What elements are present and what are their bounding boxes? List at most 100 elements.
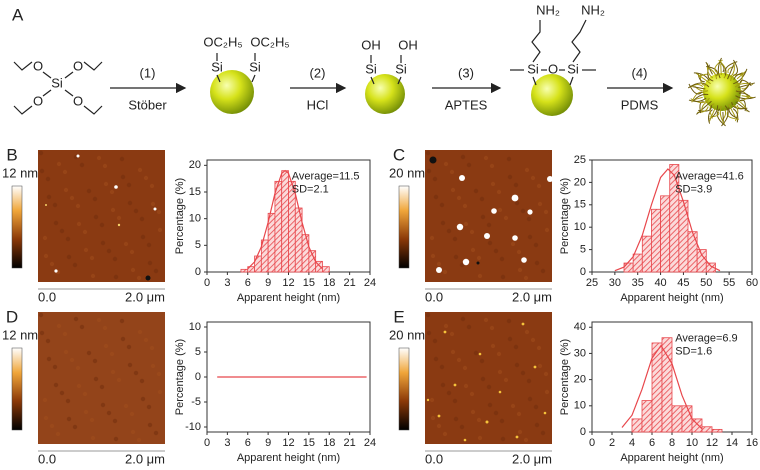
atom-label: Si: [51, 75, 63, 90]
afm-texture: [83, 247, 89, 253]
afm-texture: [90, 435, 96, 441]
afm-texture: [39, 168, 45, 174]
scale-start: 0.0: [38, 289, 56, 304]
x-tick-label: 60: [746, 277, 758, 289]
afm-texture: [72, 424, 78, 430]
particle: [76, 154, 80, 158]
afm-texture: [526, 378, 532, 384]
afm-texture: [497, 207, 503, 213]
afm-texture: [517, 267, 523, 273]
afm-texture: [516, 249, 522, 255]
afm-texture: [436, 261, 442, 267]
afm-texture: [452, 236, 458, 242]
y-tick-label: 10: [574, 400, 586, 412]
particle: [498, 390, 502, 394]
afm-texture: [38, 150, 44, 156]
x-axis-label: Apparent height (nm): [620, 452, 723, 464]
afm-texture: [439, 364, 445, 370]
polymer-chain: [695, 72, 711, 85]
afm-texture: [156, 371, 162, 377]
afm-texture: [425, 150, 431, 156]
x-tick-label: 6: [245, 277, 251, 289]
polymer-chain: [731, 102, 748, 110]
x-tick-label: 3: [224, 277, 230, 289]
afm-texture: [440, 382, 446, 388]
afm-texture: [139, 216, 145, 222]
afm-texture: [82, 391, 88, 397]
x-tick-label: 0: [204, 277, 210, 289]
y-tick-label: 20: [574, 176, 586, 188]
afm-texture: [490, 343, 496, 349]
afm-texture: [466, 162, 472, 168]
x-tick-label: 12: [706, 437, 718, 449]
afm-texture: [430, 253, 436, 259]
afm-texture: [136, 437, 142, 443]
annotation: Average=41.6: [675, 171, 744, 183]
silica-sphere: [365, 74, 405, 114]
afm-texture: [483, 155, 489, 161]
afm-texture: [120, 336, 126, 342]
reagent: Stöber: [128, 97, 167, 112]
x-tick-label: 2: [609, 437, 615, 449]
afm-texture: [146, 404, 152, 410]
particle: [484, 233, 490, 239]
afm-texture: [89, 417, 95, 423]
histogram-bar: [711, 428, 723, 433]
afm-texture: [499, 418, 505, 424]
afm-texture: [430, 415, 436, 421]
afm-texture: [442, 431, 448, 437]
y-tick-label: 5: [195, 239, 201, 251]
afm-texture: [453, 254, 459, 260]
afm-texture: [149, 183, 155, 189]
afm-texture: [69, 195, 75, 201]
afm-texture: [42, 397, 48, 403]
afm-texture: [486, 384, 492, 390]
y-tick-label: 20: [574, 374, 586, 386]
bond: [569, 76, 574, 86]
scale-start: 0.0: [38, 451, 56, 466]
afm-texture: [137, 329, 143, 335]
annotation: Average=6.9: [675, 332, 738, 344]
afm-texture: [460, 316, 466, 322]
particle: [491, 208, 497, 214]
group-label: OH: [398, 37, 418, 52]
atom-label: O: [33, 93, 43, 108]
particle: [485, 420, 489, 424]
afm-texture: [534, 422, 540, 428]
afm-texture: [69, 357, 75, 363]
afm-texture: [463, 221, 469, 227]
afm-texture: [110, 207, 116, 213]
reagent: APTES: [445, 97, 488, 112]
afm-texture: [523, 437, 529, 443]
panel-label: E: [393, 307, 404, 326]
afm-texture: [120, 174, 126, 180]
afm-image: [38, 312, 165, 444]
afm-texture: [499, 256, 505, 262]
y-tick-label: 15: [189, 186, 201, 198]
bond: [64, 89, 74, 97]
scale-end: 2.0 μm: [125, 451, 165, 466]
afm-texture: [426, 168, 432, 174]
bond: [571, 19, 587, 63]
x-axis-label: Apparent height (nm): [620, 292, 723, 304]
particle: [429, 156, 437, 164]
afm-texture: [446, 228, 452, 234]
panel-label: B: [6, 145, 17, 164]
afm-texture: [109, 351, 115, 357]
silica-sphere: [531, 74, 573, 116]
x-tick-label: 9: [265, 277, 271, 289]
afm-texture: [425, 312, 431, 318]
afm-texture: [426, 330, 432, 336]
particle: [521, 322, 525, 326]
polymer-chain: [737, 94, 751, 102]
afm-texture: [450, 349, 456, 355]
afm-texture: [62, 169, 68, 175]
afm-texture: [55, 431, 61, 437]
x-axis-label: Apparent height (nm): [237, 452, 340, 464]
afm-texture: [459, 424, 465, 430]
afm-texture: [65, 236, 71, 242]
afm-texture: [100, 402, 106, 408]
polymer-chain: [741, 83, 750, 90]
afm-texture: [75, 203, 81, 209]
